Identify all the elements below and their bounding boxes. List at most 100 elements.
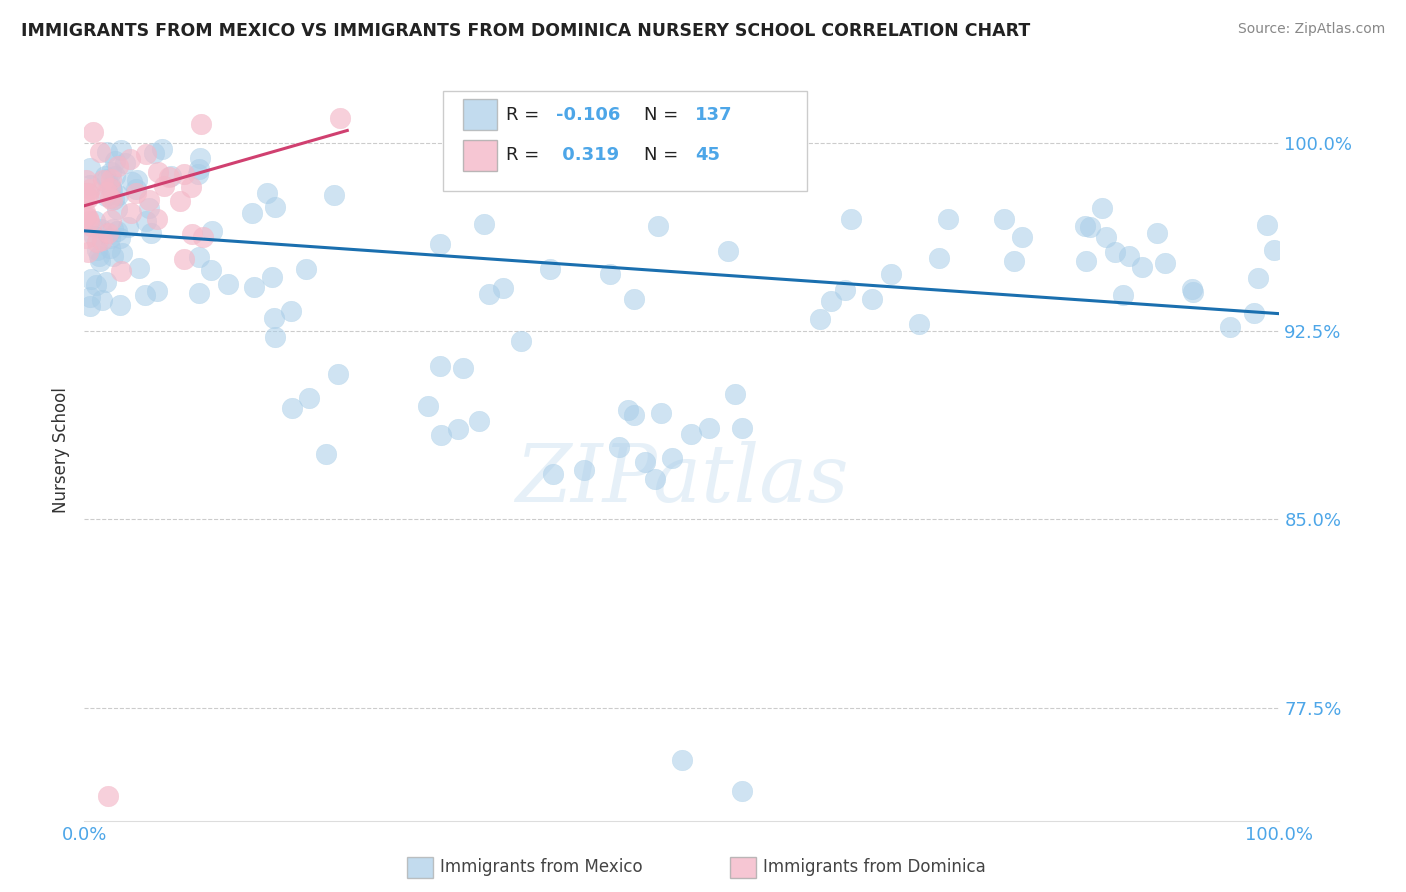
Point [105,224,128,238]
Point [159,169,181,184]
Point [188,250,211,264]
Point [79,299,101,313]
Point [96,145,118,159]
Point [169,194,191,208]
Point [96,172,118,186]
Point [97,226,120,240]
Point [127,173,149,187]
Point [429,359,451,373]
Point [543,467,565,482]
Point [731,783,754,797]
Point [117,219,139,234]
Point [1091,201,1114,215]
Point [173,167,195,181]
Y-axis label: Nursery School: Nursery School [52,387,70,514]
Point [135,213,157,227]
Point [644,472,666,486]
Point [623,408,645,422]
Text: Immigrants from Dominica: Immigrants from Dominica [763,858,986,876]
Point [1219,319,1241,334]
Point [724,387,747,401]
Text: Immigrants from Mexico: Immigrants from Mexico [440,858,643,876]
Point [128,260,150,275]
Text: R =: R = [506,106,546,124]
Point [731,421,754,435]
Point [84,277,107,292]
Point [834,283,856,297]
Point [89,249,111,263]
Point [697,421,720,435]
Point [329,111,352,125]
Point [492,281,515,295]
Point [94,169,117,184]
Point [173,252,195,266]
Point [96,186,118,200]
Point [103,192,125,206]
Point [108,231,131,245]
Point [94,189,117,203]
Text: R =: R = [506,146,546,164]
Point [90,222,112,236]
Point [650,405,672,419]
Point [1094,229,1116,244]
Text: 137: 137 [695,106,733,124]
Point [143,145,166,160]
Point [1154,256,1177,270]
Point [107,187,129,202]
Point [101,183,124,197]
Point [609,440,631,454]
Text: N =: N = [644,106,683,124]
Point [647,219,669,234]
Point [103,169,125,184]
Point [145,284,167,298]
Point [1181,282,1204,296]
Point [110,264,132,278]
Point [139,226,162,240]
Point [108,298,131,312]
Point [1263,243,1285,257]
FancyBboxPatch shape [463,99,496,130]
Point [860,292,883,306]
Point [153,179,176,194]
FancyBboxPatch shape [463,140,496,171]
Point [262,270,284,285]
Point [1243,306,1265,320]
Point [73,205,96,219]
Point [623,292,645,306]
Point [89,145,111,160]
Point [928,252,950,266]
Point [263,310,285,325]
Point [135,147,157,161]
Point [429,428,451,442]
Point [107,202,129,217]
Point [98,190,121,204]
FancyBboxPatch shape [408,857,433,878]
Point [616,402,638,417]
Point [114,156,136,170]
Point [138,202,160,216]
Point [160,169,183,183]
Point [180,227,202,242]
Point [79,291,101,305]
Point [323,187,346,202]
Point [281,401,304,415]
Point [83,229,105,244]
Point [1011,229,1033,244]
Point [107,159,129,173]
Text: N =: N = [644,146,683,164]
Point [111,246,134,260]
Point [101,249,124,263]
Point [841,212,863,227]
Point [118,153,141,167]
Point [1181,285,1204,300]
Point [146,212,169,227]
Point [91,293,114,307]
Point [472,218,495,232]
Point [79,161,101,175]
Point [138,193,160,207]
Point [510,334,533,348]
Point [91,173,114,187]
FancyBboxPatch shape [443,91,807,191]
Point [150,142,173,156]
Point [280,303,302,318]
